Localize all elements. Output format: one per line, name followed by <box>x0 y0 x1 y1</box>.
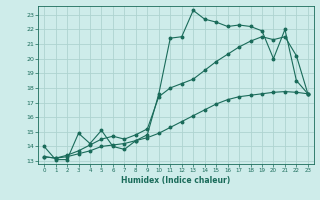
X-axis label: Humidex (Indice chaleur): Humidex (Indice chaleur) <box>121 176 231 185</box>
